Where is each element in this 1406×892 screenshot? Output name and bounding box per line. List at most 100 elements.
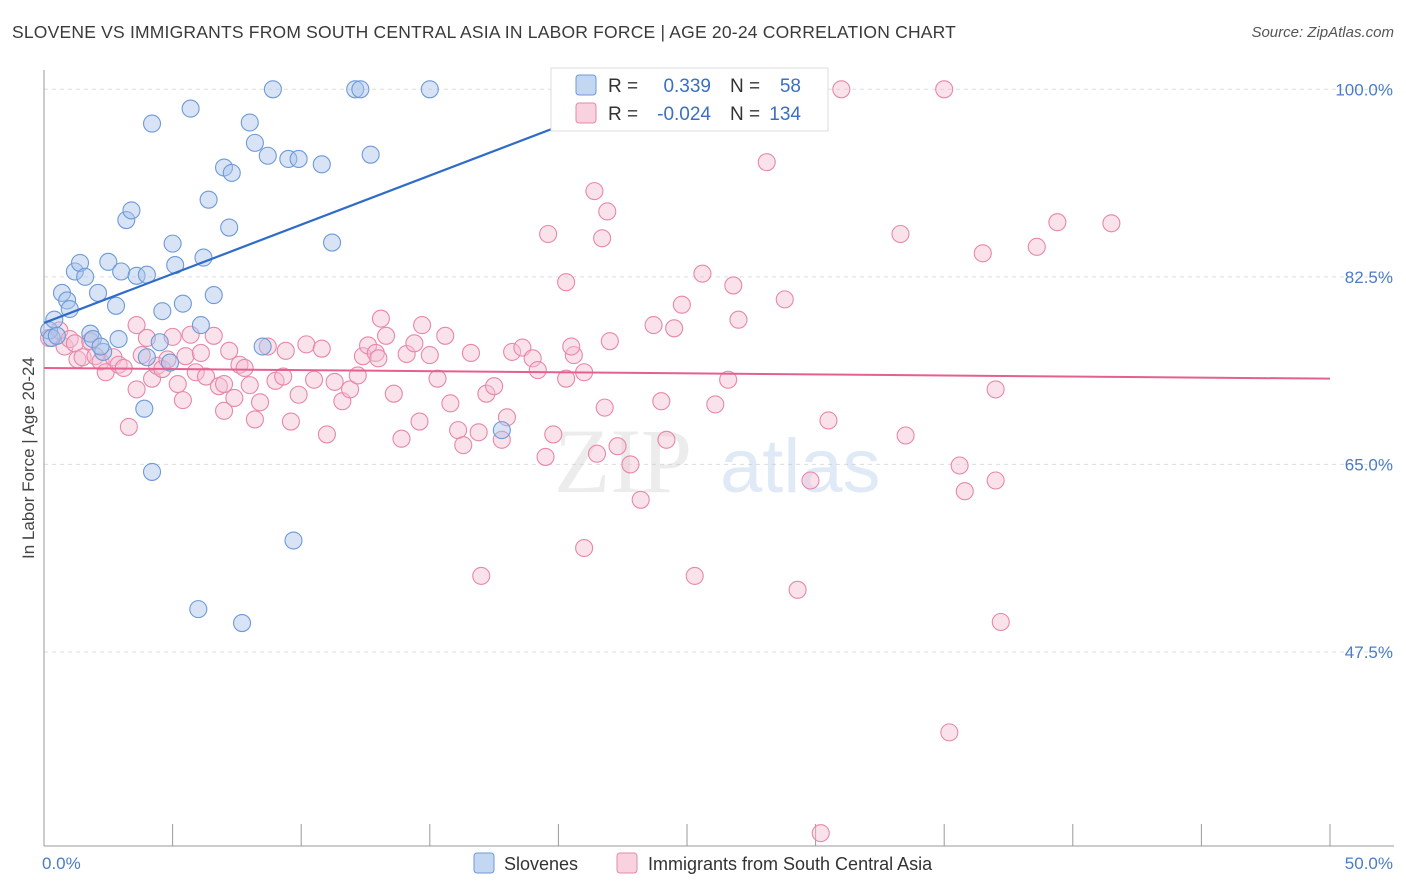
x-tick-label: 0.0% [42, 854, 81, 873]
slovenes-point [189, 600, 208, 619]
immigrants-point [940, 723, 959, 742]
bottom-legend-swatch-slovenes [473, 852, 495, 874]
y-tick-labels: 100.0% 82.5% 65.0% 47.5% [1335, 80, 1393, 662]
immigrants-point [757, 153, 776, 172]
immigrants-point [472, 566, 491, 585]
bottom-legend-swatch-immigrants [616, 852, 638, 874]
immigrants-point [377, 326, 396, 345]
immigrants-point [685, 566, 704, 585]
slovenes-point [70, 253, 90, 272]
series-legend: Slovenes Immigrants from South Central A… [473, 852, 933, 874]
bottom-legend-label-immigrants: Immigrants from South Central Asia [648, 854, 933, 874]
watermark-atlas: atlas [720, 424, 881, 509]
series-immigrants-points [40, 80, 1121, 843]
immigrants-point [428, 369, 447, 388]
slovenes-point [323, 233, 342, 252]
immigrants-point [384, 384, 403, 403]
immigrants-point [672, 295, 691, 314]
legend-swatch-immigrants [575, 102, 597, 124]
immigrants-point [600, 332, 619, 351]
slovenes-point [153, 302, 172, 321]
immigrants-point [950, 456, 969, 475]
immigrants-point [557, 273, 576, 292]
slovenes-point [492, 421, 511, 440]
immigrants-point [348, 366, 367, 385]
slovenes-point [137, 348, 156, 367]
immigrants-point [775, 290, 794, 309]
slovenes-point [194, 248, 213, 267]
immigrants-point [276, 341, 295, 360]
immigrants-point [544, 425, 563, 444]
immigrants-point [359, 336, 378, 355]
x-tick-label: 50.0% [1345, 854, 1393, 873]
immigrants-point [461, 343, 481, 363]
immigrants-point [214, 374, 234, 394]
bottom-legend-label-slovenes: Slovenes [504, 854, 578, 874]
immigrants-point [413, 316, 432, 335]
slovenes-point [106, 296, 126, 315]
immigrants-point [585, 182, 604, 201]
chart-title: SLOVENE VS IMMIGRANTS FROM SOUTH CENTRAL… [12, 22, 957, 42]
immigrants-point [225, 388, 244, 408]
slovenes-point [135, 399, 154, 418]
immigrants-point [575, 538, 594, 558]
immigrants-point [341, 380, 360, 399]
legend-r-label-immigrants: R = [608, 104, 638, 125]
slovenes-point [122, 201, 141, 220]
slovenes-point [142, 462, 162, 481]
immigrants-point [973, 244, 992, 263]
slovenes-point [245, 133, 264, 152]
immigrants-point [392, 429, 411, 448]
immigrants-point [258, 337, 277, 356]
legend-swatch-slovenes [575, 74, 597, 96]
legend-r-value-immigrants: -0.024 [657, 104, 711, 125]
source-label: Source: ZipAtlas.com [1251, 24, 1394, 41]
immigrants-point [305, 370, 324, 389]
y-tick-label: 65.0% [1345, 455, 1393, 474]
slovenes-point [346, 80, 365, 99]
legend-n-value-immigrants: 134 [769, 104, 801, 125]
slovenes-point [91, 337, 110, 356]
slovenes-point [173, 294, 192, 313]
immigrants-point [127, 316, 146, 335]
immigrants-point [665, 319, 684, 338]
immigrants-point [371, 309, 390, 328]
slovenes-point [47, 326, 66, 345]
slovenes-point [83, 329, 102, 349]
immigrants-point [652, 392, 671, 411]
legend-box [550, 67, 829, 132]
immigrants-point [1048, 213, 1067, 232]
watermark: ZIP atlas [554, 410, 881, 512]
immigrants-point [832, 80, 851, 99]
slovenes-point [65, 262, 84, 281]
immigrants-point [191, 343, 210, 363]
immigrants-point [441, 394, 460, 413]
immigrants-point [729, 310, 748, 329]
immigrants-point [528, 361, 547, 380]
immigrants-point [801, 471, 820, 490]
slovenes-point [181, 99, 200, 118]
slovenes-point [289, 149, 308, 169]
immigrants-point [811, 824, 830, 843]
immigrants-point [598, 202, 617, 221]
immigrants-point [485, 377, 504, 396]
immigrants-point [523, 349, 542, 368]
immigrants-point [1102, 214, 1121, 233]
slovenes-point [117, 211, 136, 230]
immigrants-point [369, 349, 388, 368]
immigrants-point [220, 341, 239, 360]
slovenes-point [199, 190, 218, 209]
immigrants-point [896, 426, 915, 445]
immigrants-point [587, 444, 607, 463]
immigrants-point [719, 370, 738, 389]
immigrants-point [706, 395, 725, 414]
immigrants-point [891, 224, 910, 244]
immigrants-point [127, 380, 146, 399]
immigrants-point [608, 437, 627, 456]
immigrants-point [204, 326, 223, 345]
immigrants-point [539, 224, 558, 244]
slovenes-point [361, 145, 380, 164]
slovenes-point [220, 218, 239, 237]
immigrants-point [235, 358, 254, 378]
